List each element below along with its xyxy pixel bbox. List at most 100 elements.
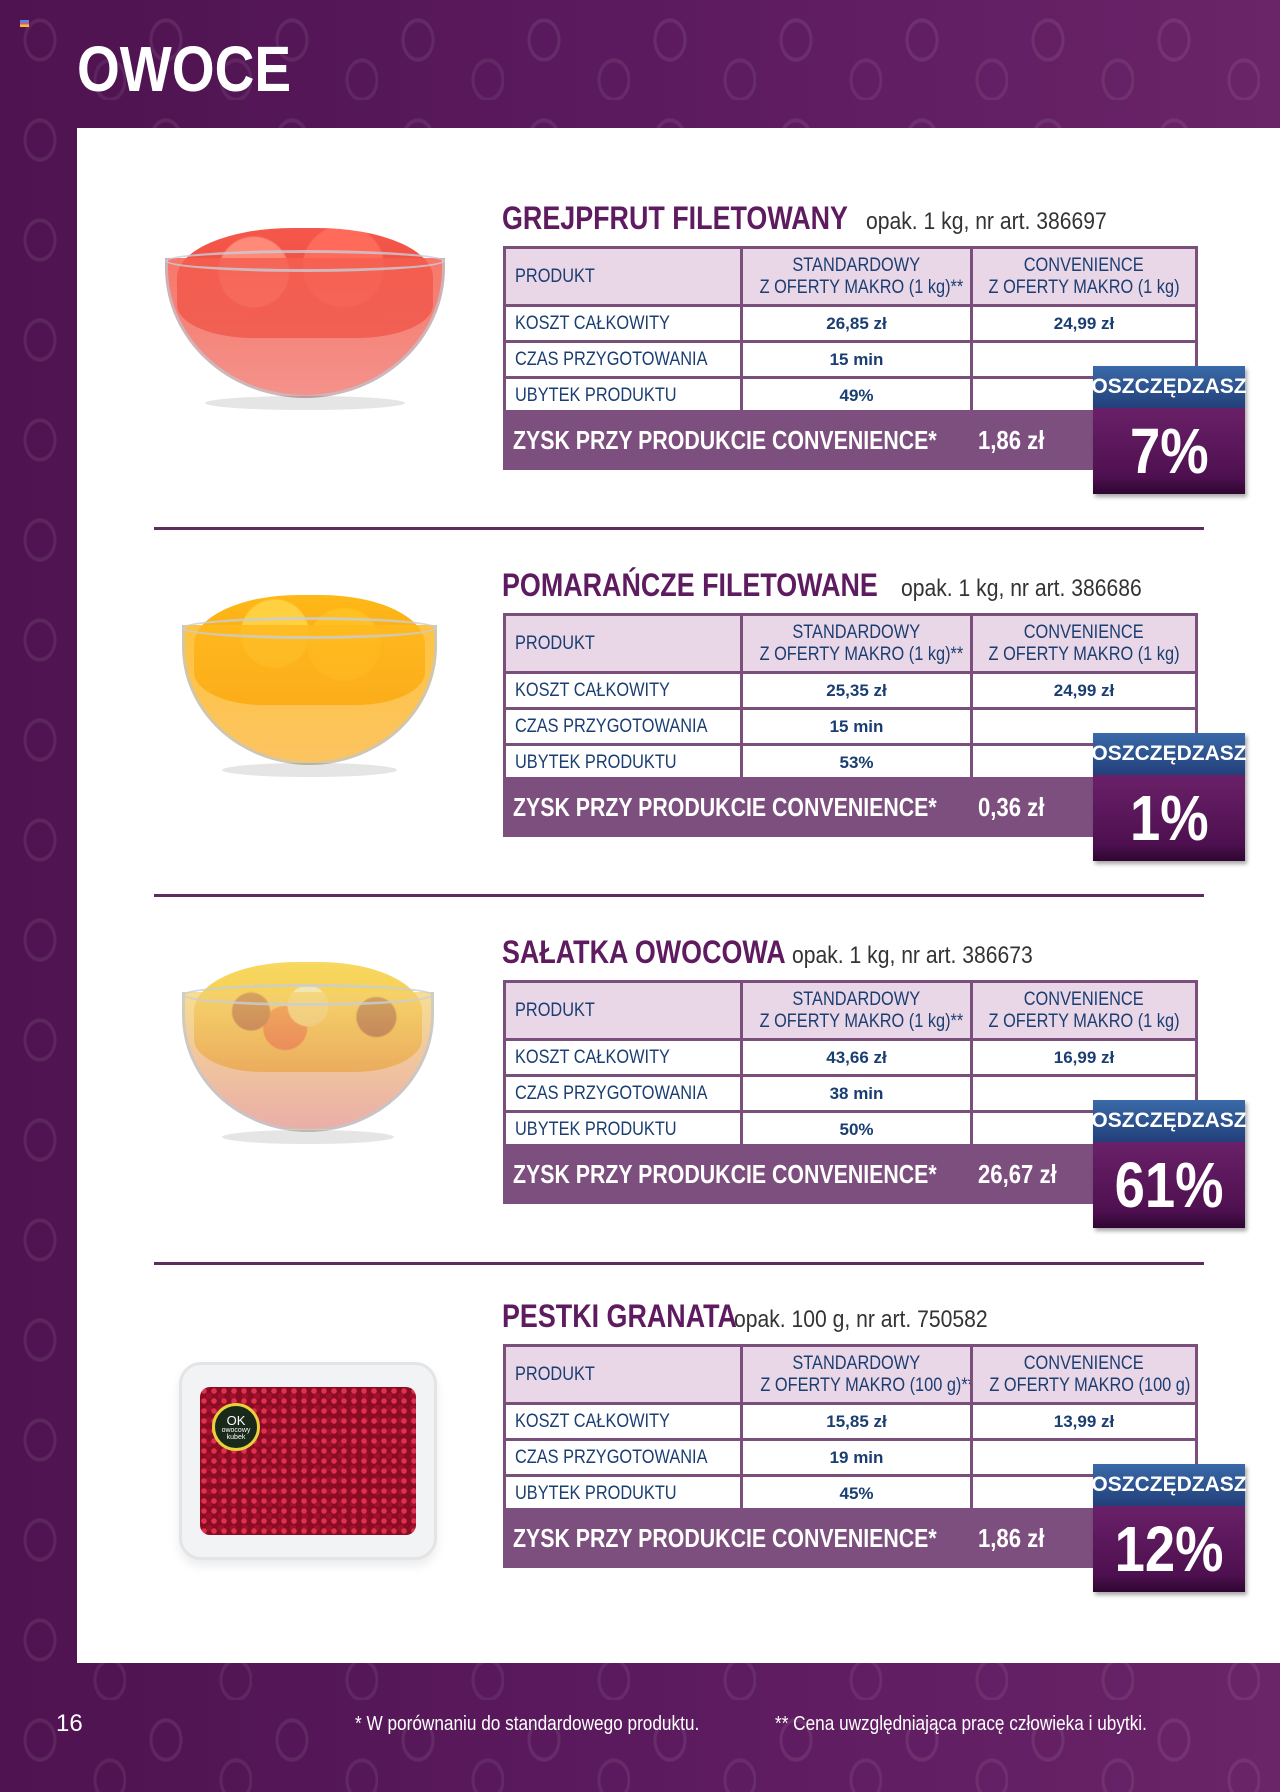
- czas-convenience: [970, 1074, 1198, 1113]
- table-row-czas: CZAS PRZYGOTOWANIA 15 min: [503, 707, 1198, 746]
- profit-label: ZYSK PRZY PRODUKCIE CONVENIENCE*: [513, 1522, 937, 1553]
- koszt-convenience: 16,99 zł: [970, 1038, 1198, 1077]
- profit-value: 1,86 zł: [978, 1522, 1045, 1553]
- header-standard-line2: Z OFERTY MAKRO (1 kg)**: [759, 643, 964, 665]
- savings-percent: 7%: [1129, 415, 1209, 487]
- czas-standard: 15 min: [740, 707, 973, 746]
- profit-bar: ZYSK PRZY PRODUKCIE CONVENIENCE* 26,67 z…: [503, 1144, 1103, 1204]
- row-label: CZAS PRZYGOTOWANIA: [515, 348, 708, 370]
- table-row-koszt: KOSZT CAŁKOWITY 15,85 zł 13,99 zł: [503, 1402, 1198, 1441]
- content-panel: GREJPFRUT FILETOWANY opak. 1 kg, nr art.…: [77, 128, 1280, 1663]
- product-heading: SAŁATKA OWOCOWA opak. 1 kg, nr art. 3866…: [502, 934, 1065, 971]
- ubytek-standard: 45%: [740, 1474, 973, 1513]
- savings-badge: OSZCZĘDZASZ 12%: [1091, 1464, 1247, 1592]
- row-label: UBYTEK PRODUKTU: [515, 384, 677, 406]
- product-heading: POMARAŃCZE FILETOWANE opak. 1 kg, nr art…: [502, 567, 1175, 604]
- product-meta: opak. 1 kg, nr art. 386697: [865, 208, 1107, 235]
- header-convenience-line1: CONVENIENCE: [1024, 1352, 1144, 1374]
- product-name: SAŁATKA OWOCOWA: [502, 934, 786, 970]
- savings-badge-label: OSZCZĘDZASZ: [1091, 733, 1247, 775]
- profit-value: 26,67 zł: [978, 1158, 1057, 1189]
- table-header-row: PRODUKT STANDARDOWY Z OFERTY MAKRO (1 kg)…: [503, 980, 1198, 1041]
- savings-percent: 61%: [1114, 1149, 1224, 1221]
- header-convenience-line1: CONVENIENCE: [1024, 621, 1144, 643]
- table-row-czas: CZAS PRZYGOTOWANIA 38 min: [503, 1074, 1198, 1113]
- profit-bar: ZYSK PRZY PRODUKCIE CONVENIENCE* 1,86 zł: [503, 1508, 1103, 1568]
- footnote-single-asterisk: * W porównaniu do standardowego produktu…: [355, 1713, 700, 1735]
- savings-badge-label: OSZCZĘDZASZ: [1091, 366, 1247, 408]
- ubytek-standard: 50%: [740, 1110, 973, 1149]
- row-label: UBYTEK PRODUKTU: [515, 1118, 677, 1140]
- header-convenience-line2: Z OFERTY MAKRO (100 g): [989, 1374, 1191, 1396]
- table-header-row: PRODUKT STANDARDOWY Z OFERTY MAKRO (1 kg)…: [503, 613, 1198, 674]
- header-convenience-line1: CONVENIENCE: [1024, 254, 1144, 276]
- row-label: CZAS PRZYGOTOWANIA: [515, 1446, 708, 1468]
- product-image-grapefruit: [165, 228, 445, 410]
- savings-percent: 12%: [1114, 1513, 1224, 1585]
- savings-badge-label: OSZCZĘDZASZ: [1091, 1100, 1247, 1142]
- header-produkt: PRODUKT: [515, 999, 595, 1021]
- table-row-koszt: KOSZT CAŁKOWITY 25,35 zł 24,99 zł: [503, 671, 1198, 710]
- header-standard-line1: STANDARDOWY: [792, 988, 921, 1010]
- row-label: KOSZT CAŁKOWITY: [515, 1046, 670, 1068]
- savings-badge-label: OSZCZĘDZASZ: [1091, 1464, 1247, 1506]
- header-standard-line2: Z OFERTY MAKRO (1 kg)**: [759, 276, 964, 298]
- comparison-table: PRODUKT STANDARDOWY Z OFERTY MAKRO (1 kg)…: [503, 613, 1198, 782]
- header-produkt: PRODUKT: [515, 265, 595, 287]
- table-header-row: PRODUKT STANDARDOWY Z OFERTY MAKRO (1 kg)…: [503, 246, 1198, 307]
- czas-standard: 15 min: [740, 340, 973, 379]
- row-label: KOSZT CAŁKOWITY: [515, 1410, 670, 1432]
- table-row-koszt: KOSZT CAŁKOWITY 26,85 zł 24,99 zł: [503, 304, 1198, 343]
- header-standard-line1: STANDARDOWY: [792, 621, 921, 643]
- product-sticker: OK owocowy kubek: [212, 1403, 260, 1451]
- koszt-convenience: 13,99 zł: [970, 1402, 1198, 1441]
- product-name: POMARAŃCZE FILETOWANE: [502, 567, 878, 603]
- table-header-row: PRODUKT STANDARDOWY Z OFERTY MAKRO (100 g…: [503, 1344, 1198, 1405]
- header-convenience-line2: Z OFERTY MAKRO (1 kg): [988, 276, 1180, 298]
- product-meta: opak. 1 kg, nr art. 386673: [791, 942, 1033, 969]
- product-heading: GREJPFRUT FILETOWANY opak. 1 kg, nr art.…: [502, 200, 1139, 237]
- product-meta: opak. 100 g, nr art. 750582: [733, 1306, 988, 1333]
- ubytek-standard: 49%: [740, 376, 973, 415]
- savings-badge: OSZCZĘDZASZ 7%: [1091, 366, 1247, 494]
- profit-bar: ZYSK PRZY PRODUKCIE CONVENIENCE* 0,36 zł: [503, 777, 1103, 837]
- savings-percent: 1%: [1129, 782, 1209, 854]
- profit-label: ZYSK PRZY PRODUKCIE CONVENIENCE*: [513, 424, 937, 455]
- czas-standard: 19 min: [740, 1438, 973, 1477]
- header-standard-line2: Z OFERTY MAKRO (100 g)**: [760, 1374, 972, 1396]
- savings-badge: OSZCZĘDZASZ 1%: [1091, 733, 1247, 861]
- header-convenience-line2: Z OFERTY MAKRO (1 kg): [988, 1010, 1180, 1032]
- profit-bar: ZYSK PRZY PRODUKCIE CONVENIENCE* 1,86 zł: [503, 410, 1103, 470]
- header-convenience-line1: CONVENIENCE: [1024, 988, 1144, 1010]
- row-label: UBYTEK PRODUKTU: [515, 1482, 677, 1504]
- czas-standard: 38 min: [740, 1074, 973, 1113]
- row-label: CZAS PRZYGOTOWANIA: [515, 715, 708, 737]
- profit-label: ZYSK PRZY PRODUKCIE CONVENIENCE*: [513, 1158, 937, 1189]
- section-divider: [154, 894, 1204, 897]
- product-meta: opak. 1 kg, nr art. 386686: [901, 575, 1143, 602]
- row-label: KOSZT CAŁKOWITY: [515, 679, 670, 701]
- czas-convenience: [970, 707, 1198, 746]
- product-name: GREJPFRUT FILETOWANY: [502, 200, 848, 236]
- profit-label: ZYSK PRZY PRODUKCIE CONVENIENCE*: [513, 791, 937, 822]
- section-title: OWOCE: [77, 33, 292, 105]
- koszt-convenience: 24,99 zł: [970, 304, 1198, 343]
- header-convenience-line2: Z OFERTY MAKRO (1 kg): [988, 643, 1180, 665]
- row-label: UBYTEK PRODUKTU: [515, 751, 677, 773]
- profit-value: 1,86 zł: [978, 424, 1045, 455]
- table-row-koszt: KOSZT CAŁKOWITY 43,66 zł 16,99 zł: [503, 1038, 1198, 1077]
- page-number: 16: [56, 1710, 83, 1737]
- product-image-pomegranate: OK owocowy kubek: [179, 1362, 437, 1560]
- profit-value: 0,36 zł: [978, 791, 1045, 822]
- ubytek-standard: 53%: [740, 743, 973, 782]
- header-standard-line2: Z OFERTY MAKRO (1 kg)**: [759, 1010, 964, 1032]
- header-standard-line1: STANDARDOWY: [792, 1352, 921, 1374]
- product-image-fruit-salad: [182, 962, 434, 1144]
- header-standard-line1: STANDARDOWY: [792, 254, 921, 276]
- footnote-double-asterisk: ** Cena uwzględniająca pracę człowieka i…: [775, 1713, 1147, 1735]
- koszt-standard: 26,85 zł: [740, 304, 973, 343]
- row-label: KOSZT CAŁKOWITY: [515, 312, 670, 334]
- product-image-oranges: [182, 595, 437, 777]
- section-divider: [154, 527, 1204, 530]
- row-label: CZAS PRZYGOTOWANIA: [515, 1082, 708, 1104]
